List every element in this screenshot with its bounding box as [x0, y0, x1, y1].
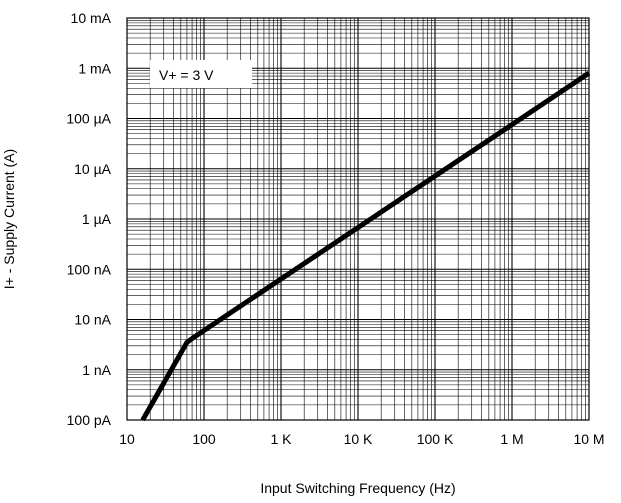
- y-tick-label: 10 µA: [74, 161, 112, 177]
- y-tick-labels: 100 pA 1 nA 10 nA 100 nA 1 µA 10 µA 100 µA 1 mA…: [66, 10, 111, 428]
- y-tick-label: 10 mA: [71, 10, 112, 26]
- x-tick-labels: 10 100 1 K 10 K 100 K 1 M 10 M: [119, 431, 604, 447]
- series-layer: [140, 71, 591, 422]
- y-tick-label: 100 µA: [66, 111, 111, 127]
- annotation-label: V+ = 3 V: [159, 67, 214, 83]
- x-tick-label: 10: [119, 431, 135, 447]
- y-axis-title: I+ - Supply Current (A): [1, 149, 17, 289]
- x-axis-title: Input Switching Frequency (Hz): [260, 480, 455, 496]
- plot-frame: [126, 17, 590, 421]
- x-tick-label: 1 M: [500, 431, 523, 447]
- annotation-box: V+ = 3 V: [150, 60, 252, 88]
- y-tick-label: 1 µA: [82, 211, 112, 227]
- x-tick-label: 10 M: [573, 431, 604, 447]
- y-tick-label: 1 mA: [78, 60, 111, 76]
- annotation-background: [150, 60, 252, 88]
- y-tick-label: 100 pA: [67, 412, 112, 428]
- y-tick-label: 100 nA: [67, 261, 112, 277]
- x-tick-label: 100: [192, 431, 216, 447]
- x-tick-label: 10 K: [344, 431, 373, 447]
- x-tick-label: 1 K: [270, 431, 292, 447]
- y-tick-label: 1 nA: [82, 362, 111, 378]
- x-tick-label: 100 K: [417, 431, 454, 447]
- supply-current-line: [140, 71, 591, 422]
- y-tick-label: 10 nA: [74, 312, 111, 328]
- grid: [127, 18, 589, 420]
